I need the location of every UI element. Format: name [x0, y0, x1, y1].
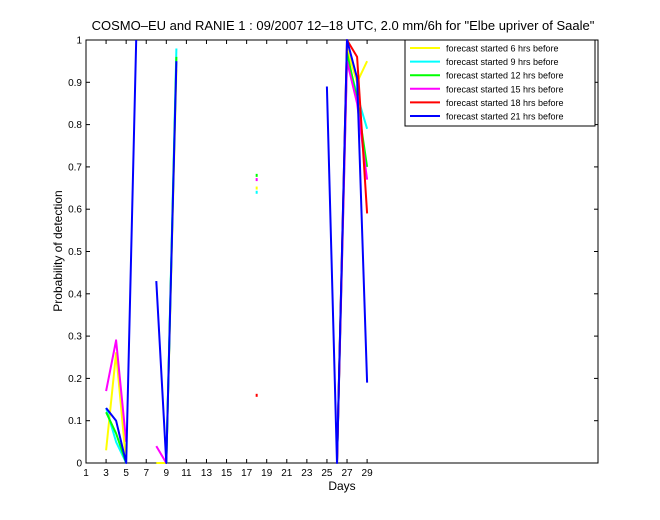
x-axis-label: Days [328, 479, 355, 493]
y-tick-label: 0.6 [68, 205, 82, 216]
series-line [325, 39, 369, 464]
x-tick-label: 11 [181, 468, 192, 479]
x-tick-label: 21 [281, 468, 293, 479]
x-tick-label: 23 [301, 468, 313, 479]
x-tick-label: 7 [143, 468, 149, 479]
y-tick-label: 0.3 [68, 332, 82, 343]
y-tick-label: 0.9 [68, 78, 82, 89]
legend-box [404, 39, 596, 127]
y-tick-label: 0.2 [68, 374, 82, 385]
legend: forecast started 6 hrs before forecast st… [404, 39, 596, 127]
x-tick-label: 15 [221, 468, 233, 479]
y-axis-label: Probability of detection [51, 190, 65, 311]
x-tick-label: 19 [261, 468, 273, 479]
x-tick-label: 17 [241, 468, 253, 479]
x-tick-label: 3 [103, 468, 109, 479]
y-tick-label: 0.5 [68, 247, 82, 258]
legend-label: forecast started 9 hrs before [446, 57, 559, 67]
legend-label: forecast started 15 hrs before [446, 84, 564, 94]
x-tick-label: 9 [164, 468, 170, 479]
x-tick-label: 13 [201, 468, 213, 479]
legend-label: forecast started 21 hrs before [446, 112, 564, 122]
series-line [105, 339, 128, 442]
series-line [155, 61, 178, 464]
legend-label: forecast started 12 hrs before [446, 71, 564, 81]
y-tick-label: 0.1 [68, 416, 82, 427]
series-6 [105, 39, 369, 464]
series-line [105, 39, 138, 464]
y-tick-label: 0.8 [68, 120, 82, 131]
x-tick-label: 5 [123, 468, 129, 479]
series-line [155, 445, 168, 464]
legend-label: forecast started 6 hrs before [446, 44, 559, 54]
x-tick-label: 29 [362, 468, 374, 479]
x-tick-label: 27 [341, 468, 353, 479]
chart-title: COSMO–EU and RANIE 1 : 09/2007 12–18 UTC… [92, 18, 595, 33]
series-lines [105, 39, 369, 464]
x-tick-label: 1 [83, 468, 89, 479]
y-tick-label: 0.7 [68, 162, 82, 173]
y-tick-label: 0 [76, 459, 82, 470]
x-tick-label: 25 [321, 468, 333, 479]
legend-label: forecast started 18 hrs before [446, 98, 564, 108]
y-tick-label: 1 [76, 36, 82, 47]
y-tick-label: 0.4 [68, 289, 82, 300]
